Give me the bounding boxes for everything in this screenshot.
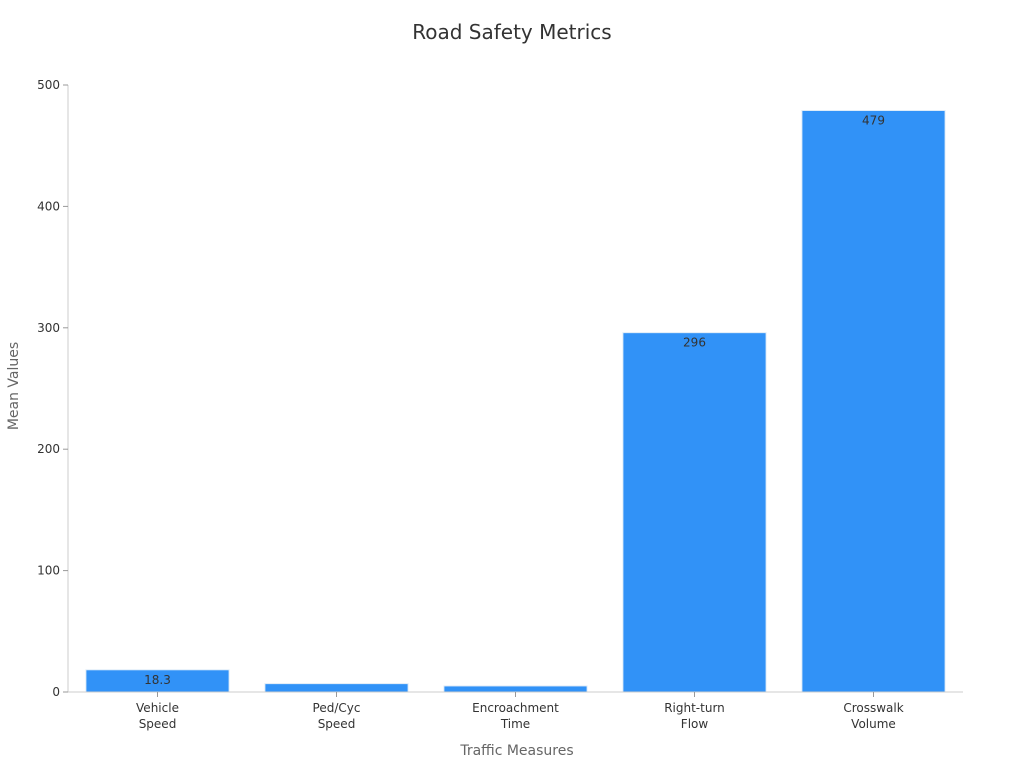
- y-tick-label: 100: [37, 564, 60, 578]
- bar-data-label: 18.3: [144, 673, 171, 687]
- y-ticks-group: 0 100 200 300 400 500: [37, 78, 68, 699]
- x-tick-label-line: Volume: [851, 717, 896, 731]
- bar: [801, 109, 946, 693]
- y-axis-title: Mean Values: [6, 342, 22, 430]
- bar: [443, 685, 588, 693]
- bar-labels-group: 18.3 296 479: [144, 113, 885, 686]
- x-tick-label-line: Vehicle: [136, 701, 179, 715]
- y-tick-label: 300: [37, 321, 60, 335]
- x-ticks-group: Vehicle Speed Ped/Cyc Speed Encroachment Time…: [136, 692, 904, 731]
- y-tick-label: 500: [37, 78, 60, 92]
- y-tick-label: 0: [52, 685, 60, 699]
- bar-data-label: 296: [683, 336, 706, 350]
- y-tick-label: 200: [37, 442, 60, 456]
- x-tick-label-line: Speed: [318, 717, 356, 731]
- x-tick-label: Right-turn Flow: [664, 701, 725, 731]
- x-tick-label: Crosswalk Volume: [843, 701, 903, 731]
- bar: [264, 683, 409, 693]
- x-tick-label-line: Flow: [681, 717, 709, 731]
- x-axis-title: Traffic Measures: [459, 743, 573, 759]
- x-tick-label: Ped/Cyc Speed: [313, 701, 361, 731]
- bar: [622, 332, 767, 693]
- x-tick-label: Encroachment Time: [472, 701, 559, 731]
- x-tick-label-line: Encroachment: [472, 701, 559, 715]
- bars-group: [85, 109, 946, 693]
- x-tick-label-line: Ped/Cyc: [313, 701, 361, 715]
- y-tick-label: 400: [37, 199, 60, 213]
- chart-title: Road Safety Metrics: [412, 20, 612, 44]
- x-tick-label-line: Right-turn: [664, 701, 725, 715]
- x-tick-label: Vehicle Speed: [136, 701, 179, 731]
- x-tick-label-line: Crosswalk: [843, 701, 903, 715]
- bar-data-label: 479: [862, 113, 885, 127]
- x-tick-label-line: Speed: [139, 717, 177, 731]
- x-tick-label-line: Time: [500, 717, 530, 731]
